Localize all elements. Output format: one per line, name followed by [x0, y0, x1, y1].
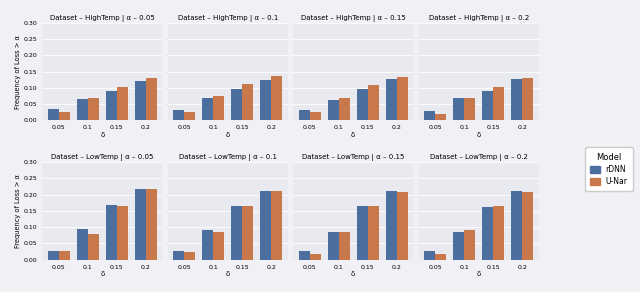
Bar: [146, 78, 157, 120]
Title: Dataset – HighTemp | α – 0.2: Dataset – HighTemp | α – 0.2: [429, 15, 529, 22]
Bar: [522, 78, 533, 120]
Bar: [368, 85, 379, 120]
Bar: [231, 206, 243, 260]
Bar: [299, 251, 310, 260]
X-axis label: δ: δ: [226, 132, 230, 138]
Bar: [453, 98, 464, 120]
Title: Dataset – HighTemp | α – 0.05: Dataset – HighTemp | α – 0.05: [50, 15, 155, 22]
Bar: [328, 100, 339, 120]
Bar: [88, 234, 99, 260]
Bar: [88, 98, 99, 120]
Bar: [464, 230, 475, 260]
Legend: rDNN, U-Nar: rDNN, U-Nar: [585, 147, 633, 191]
Bar: [146, 189, 157, 260]
Bar: [260, 80, 271, 120]
Bar: [511, 79, 522, 120]
Bar: [464, 98, 475, 120]
X-axis label: δ: δ: [100, 132, 104, 138]
Title: Dataset – LowTemp | α – 0.1: Dataset – LowTemp | α – 0.1: [179, 154, 276, 161]
Bar: [328, 232, 339, 260]
Bar: [493, 206, 504, 260]
Bar: [231, 89, 243, 120]
Bar: [173, 251, 184, 260]
Bar: [386, 79, 397, 120]
Bar: [135, 189, 146, 260]
X-axis label: δ: δ: [226, 271, 230, 277]
Bar: [368, 206, 379, 260]
Bar: [173, 110, 184, 120]
Bar: [271, 77, 282, 120]
Bar: [522, 192, 533, 260]
Bar: [435, 253, 446, 260]
Bar: [243, 206, 253, 260]
Bar: [59, 112, 70, 120]
Bar: [310, 253, 321, 260]
Bar: [106, 91, 117, 120]
Bar: [482, 207, 493, 260]
Bar: [356, 89, 368, 120]
X-axis label: δ: δ: [100, 271, 104, 277]
Bar: [271, 191, 282, 260]
Title: Dataset – HighTemp | α – 0.1: Dataset – HighTemp | α – 0.1: [177, 15, 278, 22]
Bar: [135, 81, 146, 120]
Bar: [424, 251, 435, 260]
Title: Dataset – HighTemp | α – 0.15: Dataset – HighTemp | α – 0.15: [301, 15, 406, 22]
Y-axis label: Frequency of Loss > α: Frequency of Loss > α: [15, 35, 21, 109]
X-axis label: δ: δ: [351, 271, 355, 277]
Bar: [202, 230, 213, 260]
Bar: [48, 251, 59, 260]
Bar: [356, 206, 368, 260]
Bar: [117, 86, 128, 120]
Bar: [202, 98, 213, 120]
Bar: [397, 192, 408, 260]
Bar: [213, 96, 224, 120]
Bar: [243, 84, 253, 120]
Bar: [48, 109, 59, 120]
Bar: [511, 191, 522, 260]
Bar: [260, 191, 271, 260]
Bar: [386, 191, 397, 260]
Bar: [397, 77, 408, 120]
Bar: [184, 112, 195, 120]
Bar: [310, 112, 321, 120]
Title: Dataset – LowTemp | α – 0.15: Dataset – LowTemp | α – 0.15: [302, 154, 404, 161]
Bar: [299, 110, 310, 120]
Bar: [59, 251, 70, 260]
Bar: [117, 206, 128, 260]
Bar: [424, 111, 435, 120]
Bar: [77, 230, 88, 260]
Bar: [435, 114, 446, 120]
Y-axis label: Frequency of Loss > α: Frequency of Loss > α: [15, 174, 21, 248]
X-axis label: δ: δ: [477, 271, 481, 277]
Bar: [106, 205, 117, 260]
Title: Dataset – LowTemp | α – 0.05: Dataset – LowTemp | α – 0.05: [51, 154, 154, 161]
Title: Dataset – LowTemp | α – 0.2: Dataset – LowTemp | α – 0.2: [429, 154, 527, 161]
Bar: [482, 91, 493, 120]
X-axis label: δ: δ: [477, 132, 481, 138]
Bar: [77, 99, 88, 120]
Bar: [493, 86, 504, 120]
X-axis label: δ: δ: [351, 132, 355, 138]
Bar: [453, 232, 464, 260]
Bar: [339, 232, 349, 260]
Bar: [339, 98, 349, 120]
Bar: [213, 232, 224, 260]
Bar: [184, 252, 195, 260]
